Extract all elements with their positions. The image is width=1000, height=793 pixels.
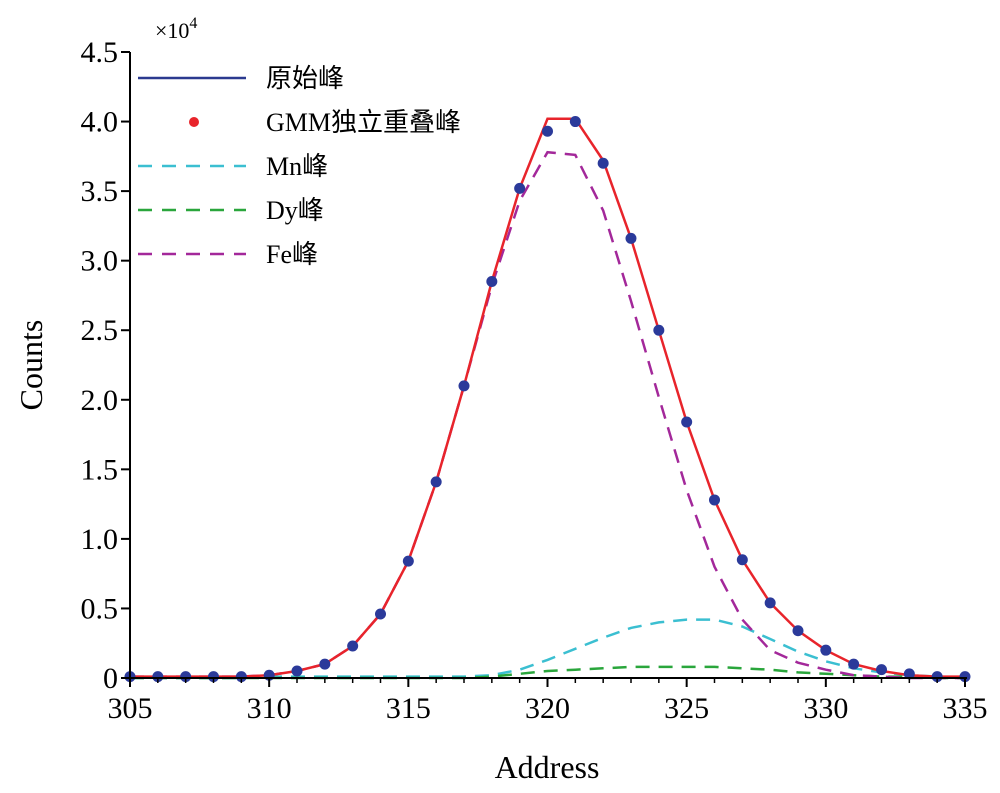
legend-label: GMM独立重叠峰 <box>266 108 461 137</box>
data-point <box>681 416 693 428</box>
y-tick-label: 3.5 <box>81 175 119 208</box>
data-point <box>903 668 915 680</box>
data-point <box>402 555 414 567</box>
x-tick-label: 305 <box>108 692 153 725</box>
data-point <box>959 671 971 683</box>
x-tick-label: 335 <box>943 692 988 725</box>
legend-label: Fe峰 <box>266 240 318 269</box>
data-point <box>319 658 331 670</box>
series-line-0 <box>130 117 965 678</box>
data-point <box>486 276 498 288</box>
data-point <box>235 671 247 683</box>
legend-swatch <box>189 117 199 127</box>
data-point <box>514 182 526 194</box>
data-point <box>848 658 860 670</box>
legend-label: 原始峰 <box>266 64 344 93</box>
y-tick-label: 3.0 <box>81 245 119 278</box>
y-axis-title: Counts <box>13 320 49 411</box>
y-ticks: 0 0.5 1.0 1.5 2.0 2.5 3.0 3.5 4.0 4.5 <box>81 36 130 695</box>
y-tick-label: 0 <box>103 662 118 695</box>
x-tick-label: 320 <box>525 692 570 725</box>
axes: 305 310 315 320 325 330 335 0 0.5 1.0 1.5 2.0 2.5 3.… <box>81 36 988 725</box>
y-tick-label: 2.0 <box>81 384 119 417</box>
data-point <box>430 476 442 488</box>
y-tick-label: 1.0 <box>81 523 119 556</box>
x-tick-label: 330 <box>803 692 848 725</box>
plot-area <box>124 116 971 683</box>
data-point <box>458 380 470 392</box>
series-line-2 <box>130 618 966 680</box>
y-tick-label: 4.5 <box>81 36 119 69</box>
y-tick-label: 4.0 <box>81 106 119 139</box>
data-point <box>180 671 192 683</box>
x-tick-label: 310 <box>247 692 292 725</box>
legend-label: Mn峰 <box>266 152 328 181</box>
data-point <box>597 157 609 169</box>
data-point <box>764 597 776 609</box>
y-tick-label: 0.5 <box>81 592 119 625</box>
y-tick-label: 1.5 <box>81 453 119 486</box>
data-point <box>291 665 303 677</box>
data-point <box>792 625 804 637</box>
series-line-4 <box>130 150 965 680</box>
legend: 原始峰 GMM独立重叠峰 Mn峰 Dy峰 Fe峰 <box>138 64 461 269</box>
data-point <box>709 494 720 506</box>
data-point <box>375 608 386 620</box>
data-point <box>542 125 553 137</box>
data-point <box>208 671 219 683</box>
data-point <box>152 671 164 683</box>
data-point <box>653 324 665 336</box>
x-axis-title: Address <box>495 749 600 785</box>
x-tick-label: 315 <box>386 692 431 725</box>
legend-label: Dy峰 <box>266 196 324 225</box>
y-tick-label: 2.5 <box>81 314 119 347</box>
data-point <box>931 671 943 683</box>
data-point <box>876 664 887 676</box>
data-point <box>347 640 359 652</box>
data-point <box>736 554 748 566</box>
y-multiplier-base: ×10 <box>155 18 189 43</box>
y-multiplier-label: ×104 <box>155 15 197 43</box>
y-multiplier-exponent: 4 <box>189 15 197 32</box>
data-point <box>625 232 637 244</box>
x-tick-label: 325 <box>664 692 709 725</box>
data-point <box>569 116 581 128</box>
data-point <box>820 644 832 656</box>
x-ticks: 305 310 315 320 325 330 335 <box>108 678 988 725</box>
